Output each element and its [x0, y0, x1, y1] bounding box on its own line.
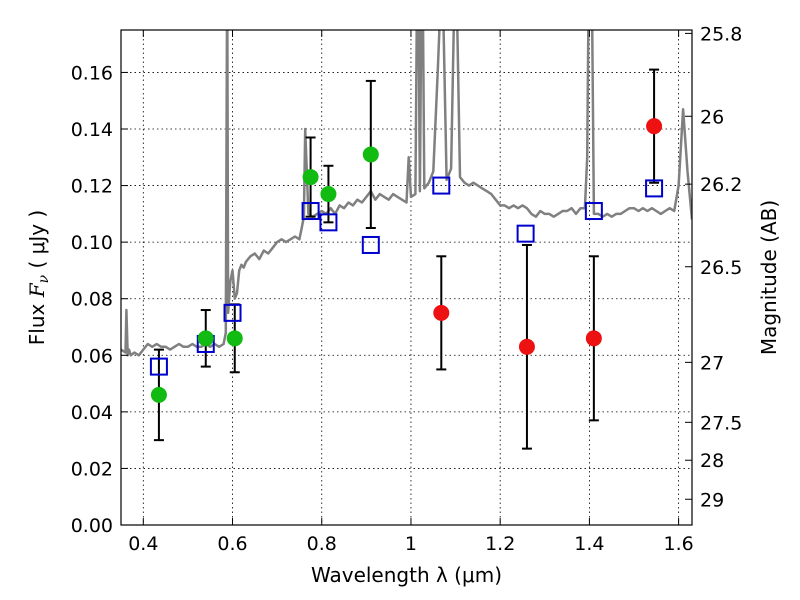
y-axis-label: Flux Fν ( μJy ) [25, 210, 52, 345]
limit-point [585, 330, 602, 347]
model-square-marker [319, 213, 338, 232]
model-square-marker [645, 179, 664, 198]
y-tick-label: 0.08 [71, 289, 113, 311]
y-tick-label: 0.06 [71, 345, 113, 367]
y2-axis-label: Magnitude (AB) [757, 200, 781, 355]
x-tick-label: 0.6 [217, 533, 247, 555]
y-tick-label: 0.16 [71, 62, 113, 84]
x-tick-label: 1.6 [664, 533, 694, 555]
detection-point [226, 330, 243, 347]
plot-area [121, 30, 692, 450]
detection-point [302, 169, 319, 186]
detection-point [362, 146, 379, 163]
y-tick-label: 0.00 [71, 515, 113, 537]
limit-point [646, 118, 663, 135]
x-tick-label: 1.4 [574, 533, 604, 555]
y-tick-label: 0.04 [71, 402, 113, 424]
x-tick-label: 1.2 [485, 533, 515, 555]
y2-tick-label: 25.8 [700, 23, 742, 45]
y-axis-label-symbol: F [25, 282, 49, 298]
y-axis-label-prefix: Flux [25, 297, 49, 345]
y2-tick-label: 26 [700, 106, 724, 128]
model-square-marker [149, 357, 168, 376]
model-square-marker [432, 176, 451, 195]
axis-ticks: 0.4 0.6 0.8 1 1.2 1.4 1.6 0.00 0.02 0.04 0.06 0.08 0… [71, 23, 743, 555]
y-tick-label: 0.14 [71, 119, 113, 141]
y-axis-label-subscript: ν [36, 274, 52, 283]
detection-point [197, 330, 214, 347]
y2-tick-label: 27.5 [700, 412, 742, 434]
plot-content [121, 30, 692, 450]
limit-point [433, 304, 450, 321]
model-square-marker [584, 202, 603, 221]
y2-tick-label: 27 [700, 352, 724, 374]
model-square-marker [516, 224, 535, 243]
model-square-marker [301, 202, 320, 221]
y-tick-label: 0.02 [71, 458, 113, 480]
y2-tick-label: 28 [700, 450, 724, 472]
detection-point [320, 186, 337, 203]
y2-tick-label: 29 [700, 489, 724, 511]
x-tick-label: 0.4 [128, 533, 158, 555]
y-tick-label: 0.12 [71, 176, 113, 198]
x-tick-label: 1 [405, 533, 417, 555]
model-square-marker [361, 235, 380, 254]
detection-point [150, 386, 167, 403]
model-square-marker [223, 303, 242, 322]
y-axis-label-unit: ( μJy ) [25, 210, 49, 275]
y2-tick-label: 26.2 [700, 174, 742, 196]
y-tick-label: 0.10 [71, 232, 113, 254]
x-axis-label: Wavelength λ (μm) [311, 563, 502, 587]
y2-tick-label: 26.5 [700, 257, 742, 279]
x-tick-label: 0.8 [307, 533, 337, 555]
plot-frame [120, 29, 693, 526]
limit-point [518, 338, 535, 355]
